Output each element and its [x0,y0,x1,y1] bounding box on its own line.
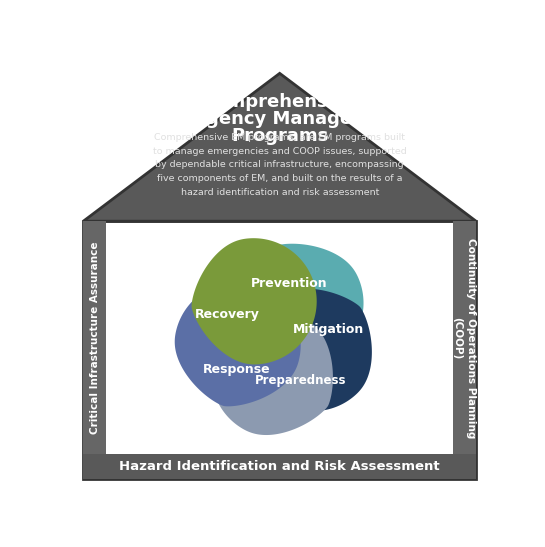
Text: Hazard Identification and Risk Assessment: Hazard Identification and Risk Assessmen… [119,461,440,473]
Bar [453,221,476,455]
Text: Response: Response [203,363,271,376]
Polygon shape [175,282,301,406]
Polygon shape [211,311,333,435]
Polygon shape [192,238,317,364]
Polygon shape [239,244,364,366]
Text: Critical Infrastructure Assurance: Critical Infrastructure Assurance [90,242,100,434]
Text: Mitigation: Mitigation [292,323,364,336]
Text: Comprehensive EM programs, are EM programs built
to manage emergencies and COOP : Comprehensive EM programs, are EM progra… [153,133,407,196]
Text: Recovery: Recovery [195,309,260,321]
Bar [83,221,106,455]
Text: Programs: Programs [231,127,328,145]
Bar [83,455,476,479]
Text: Preparedness: Preparedness [255,374,346,387]
Bar [83,221,476,479]
Text: Emergency Management: Emergency Management [154,110,405,128]
Polygon shape [250,289,372,411]
Text: Prevention: Prevention [251,277,328,290]
Text: Continuity of Operations Planning
(COOP): Continuity of Operations Planning (COOP) [452,237,476,438]
Polygon shape [83,73,476,221]
Text: Comprehensive: Comprehensive [201,93,358,111]
